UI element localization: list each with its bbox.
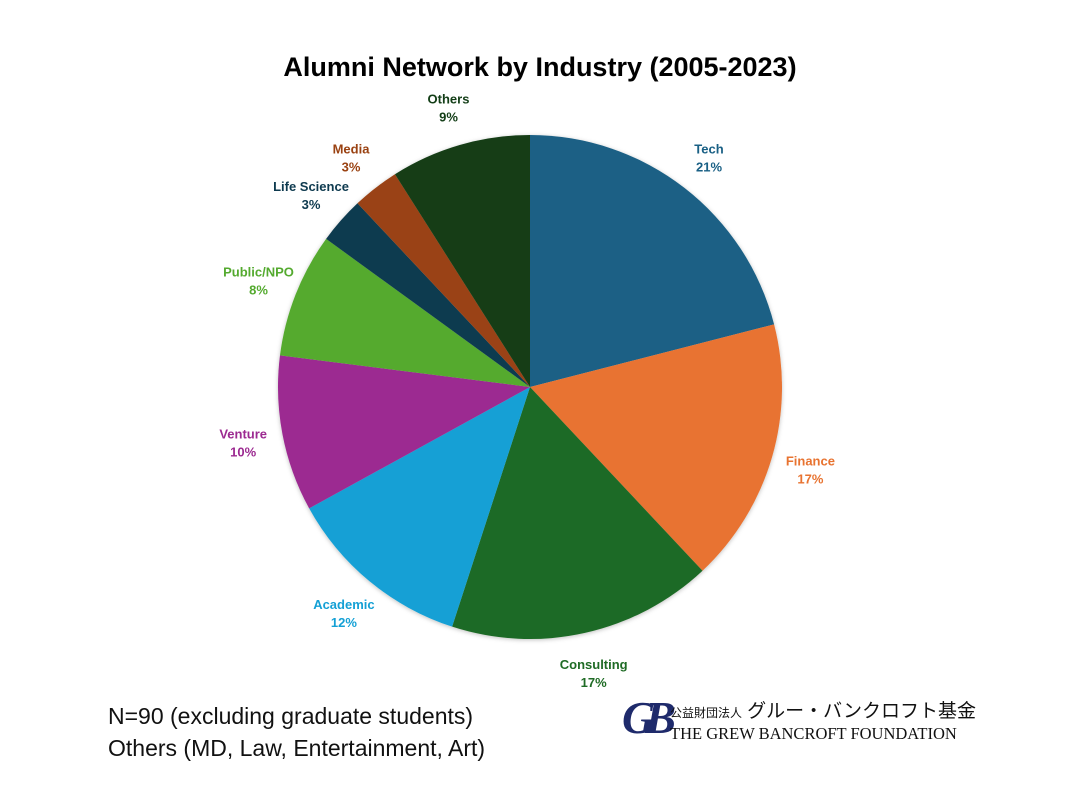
slice-name: Tech bbox=[694, 141, 723, 156]
pie-slice-public-npo bbox=[279, 238, 530, 387]
slice-percent: 10% bbox=[230, 445, 256, 460]
pie-slice-venture bbox=[278, 355, 530, 509]
slice-name: Academic bbox=[313, 597, 374, 612]
footnote-others-definition: Others (MD, Law, Entertainment, Art) bbox=[108, 735, 486, 761]
pie-slice-tech bbox=[530, 135, 775, 387]
slice-percent: 3% bbox=[342, 159, 361, 174]
logo-english-name: THE GREW BANCROFT FOUNDATION bbox=[670, 724, 957, 743]
pie-slice-finance bbox=[530, 324, 782, 571]
slice-name: Media bbox=[333, 141, 371, 156]
slice-name: Others bbox=[428, 92, 470, 107]
slice-percent: 8% bbox=[249, 283, 268, 298]
pie-slice-life-science bbox=[326, 203, 530, 387]
slice-label-academic: Academic 12% bbox=[313, 597, 374, 630]
footnote-sample-size: N=90 (excluding graduate students) bbox=[108, 703, 474, 729]
slice-label-venture: Venture 10% bbox=[219, 427, 267, 460]
slice-percent: 21% bbox=[696, 159, 722, 174]
logo-mark: GB bbox=[622, 692, 676, 743]
slice-label-media: Media 3% bbox=[333, 141, 371, 174]
pie-slices bbox=[278, 135, 782, 640]
slice-label-consulting: Consulting 17% bbox=[560, 657, 628, 690]
slice-label-public-npo: Public/NPO 8% bbox=[223, 265, 294, 298]
slice-percent: 12% bbox=[331, 615, 357, 630]
slice-name: Public/NPO bbox=[223, 265, 294, 280]
footnotes: N=90 (excluding graduate students) Other… bbox=[108, 700, 485, 764]
pie-slice-academic bbox=[309, 387, 530, 627]
slice-label-life-science: Life Science 3% bbox=[273, 179, 349, 212]
chart-title: Alumni Network by Industry (2005-2023) bbox=[283, 52, 797, 82]
slice-name: Venture bbox=[219, 427, 267, 442]
slice-name: Life Science bbox=[273, 179, 349, 194]
pie-slice-media bbox=[357, 174, 530, 387]
logo-jp-prefix: 公益財団法人 bbox=[670, 706, 743, 720]
logo-jp-main: グルー・バンクロフト基金 bbox=[747, 700, 977, 722]
slice-percent: 17% bbox=[581, 675, 607, 690]
slice-percent: 9% bbox=[439, 110, 458, 125]
slice-name: Consulting bbox=[560, 657, 628, 672]
slice-percent: 3% bbox=[302, 197, 321, 212]
slice-name: Finance bbox=[786, 454, 835, 469]
slice-label-others: Others 9% bbox=[428, 92, 470, 125]
pie-slice-others bbox=[394, 135, 530, 387]
slice-labels: Tech 21% Finance 17% Consulting 17% Academic 12… bbox=[219, 92, 835, 690]
slice-label-finance: Finance 17% bbox=[786, 454, 835, 487]
slice-label-tech: Tech 21% bbox=[694, 141, 723, 174]
logo-japanese-name: 公益財団法人 グルー・バンクロフト基金 bbox=[670, 696, 976, 723]
pie-slice-consulting bbox=[452, 387, 703, 640]
foundation-logo: GB 公益財団法人 グルー・バンクロフト基金 THE GREW BANCROFT… bbox=[622, 690, 976, 750]
slice-percent: 17% bbox=[797, 472, 823, 487]
